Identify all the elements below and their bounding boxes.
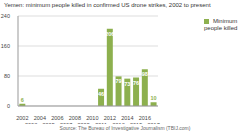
svg-text:76: 76 — [133, 80, 139, 86]
svg-text:6: 6 — [21, 97, 24, 103]
svg-text:2005: 2005 — [43, 122, 55, 124]
svg-text:2008: 2008 — [69, 115, 81, 121]
svg-text:2010: 2010 — [86, 115, 98, 121]
svg-text:206: 206 — [105, 31, 114, 37]
svg-text:79: 79 — [116, 78, 122, 84]
svg-text:2015: 2015 — [130, 122, 142, 124]
svg-text:10: 10 — [151, 95, 157, 101]
svg-text:2013: 2013 — [113, 122, 125, 124]
svg-text:2006: 2006 — [51, 115, 63, 121]
svg-text:2007: 2007 — [60, 122, 72, 124]
html-text:Source: The Bureau of Investig: Source: The Bureau of Investigative Jour… — [59, 125, 191, 131]
svg-text:160: 160 — [8, 43, 10, 49]
svg-text:46: 46 — [98, 91, 104, 97]
svg-text:2003: 2003 — [25, 122, 37, 124]
svg-text:2017: 2017 — [148, 122, 160, 124]
svg-text:240: 240 — [8, 13, 10, 19]
svg-text:2016: 2016 — [139, 115, 151, 121]
svg-text:98: 98 — [142, 71, 148, 77]
svg-text:2011: 2011 — [95, 122, 107, 124]
html-text:Yemen: minimum people killed i: Yemen: minimum people killed in confirme… — [4, 2, 211, 8]
svg-text:73: 73 — [124, 81, 130, 87]
svg-text:2002: 2002 — [16, 115, 28, 121]
svg-text:2004: 2004 — [34, 115, 46, 121]
svg-text:2009: 2009 — [78, 122, 90, 124]
svg-text:80: 80 — [8, 73, 10, 79]
svg-text:0: 0 — [8, 103, 10, 109]
svg-text:2012: 2012 — [104, 115, 116, 121]
html-text:Minimum people killed: Minimum people killed — [204, 18, 238, 31]
svg-text:2014: 2014 — [121, 115, 133, 121]
